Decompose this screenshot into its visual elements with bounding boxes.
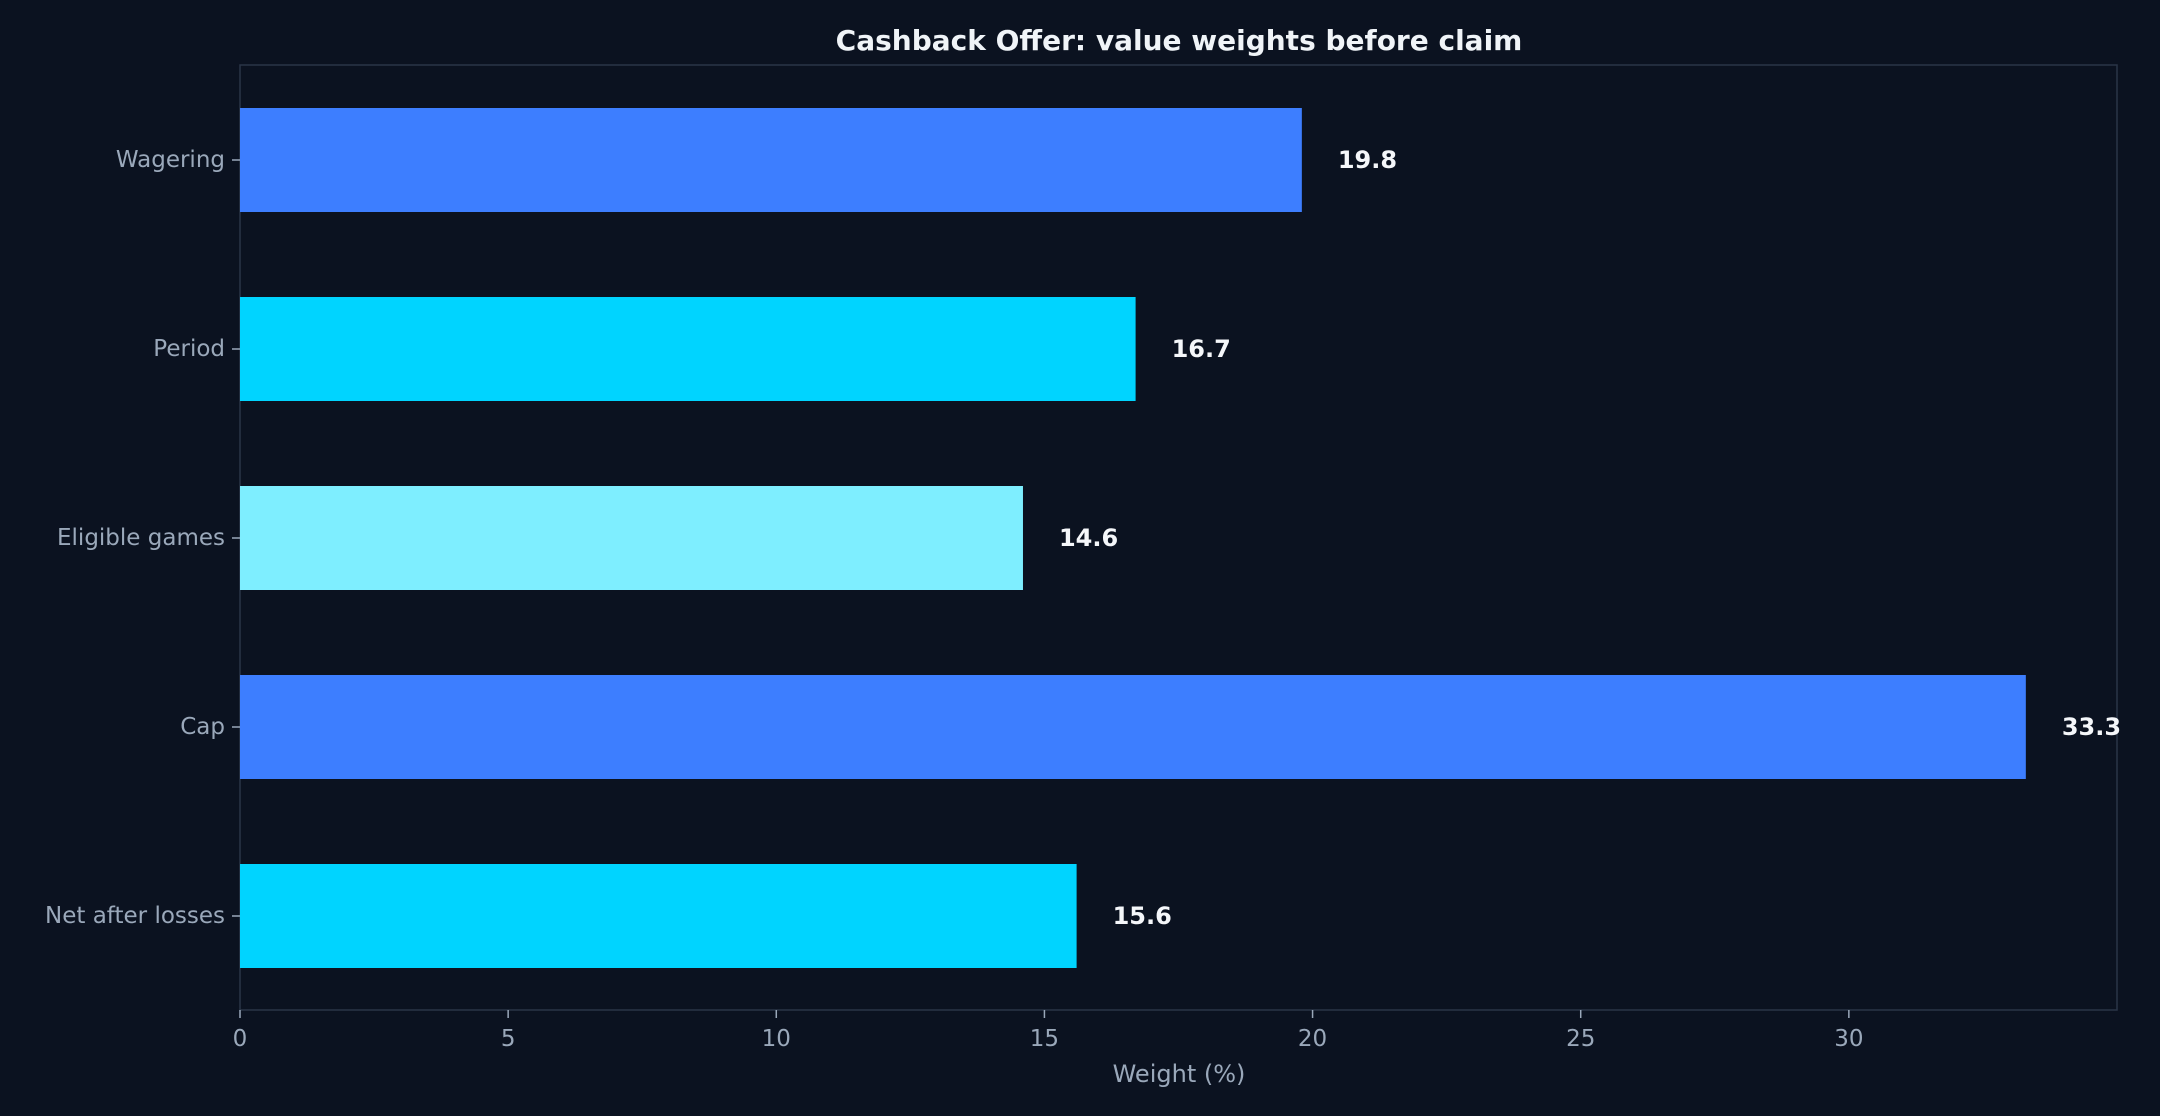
bar-value-label: 33.3 (2062, 713, 2121, 741)
x-tick-label: 25 (1566, 1026, 1595, 1052)
bar-cap (240, 675, 2026, 779)
x-tick-label: 5 (501, 1026, 516, 1052)
x-tick-label: 20 (1298, 1026, 1327, 1052)
chart-title: Cashback Offer: value weights before cla… (836, 24, 1523, 57)
y-tick-label: Eligible games (57, 525, 225, 551)
x-axis: 0 5 10 15 20 25 30 (233, 1010, 1863, 1052)
x-tick-label: 10 (762, 1026, 791, 1052)
bar-value-label: 16.7 (1172, 335, 1231, 363)
bar-net-after-losses (240, 864, 1077, 968)
bar-value-label: 19.8 (1338, 146, 1397, 174)
y-tick-label: Net after losses (45, 903, 225, 929)
x-axis-title: Weight (%) (1113, 1060, 1246, 1088)
x-tick-label: 30 (1834, 1026, 1863, 1052)
bar-value-label: 15.6 (1113, 902, 1172, 930)
bar-period (240, 297, 1136, 401)
x-tick-label: 15 (1030, 1026, 1059, 1052)
bar-wagering (240, 108, 1302, 212)
y-axis: Wagering Period Eligible games Cap Net after… (45, 147, 240, 929)
y-tick-label: Period (153, 336, 225, 362)
bar-eligible-games (240, 486, 1023, 590)
y-tick-label: Cap (180, 714, 225, 740)
bar-value-label: 14.6 (1059, 524, 1118, 552)
y-tick-label: Wagering (116, 147, 225, 173)
bars-layer: 19.8 16.7 14.6 33.3 15.6 (240, 108, 2121, 968)
x-tick-label: 0 (233, 1026, 248, 1052)
